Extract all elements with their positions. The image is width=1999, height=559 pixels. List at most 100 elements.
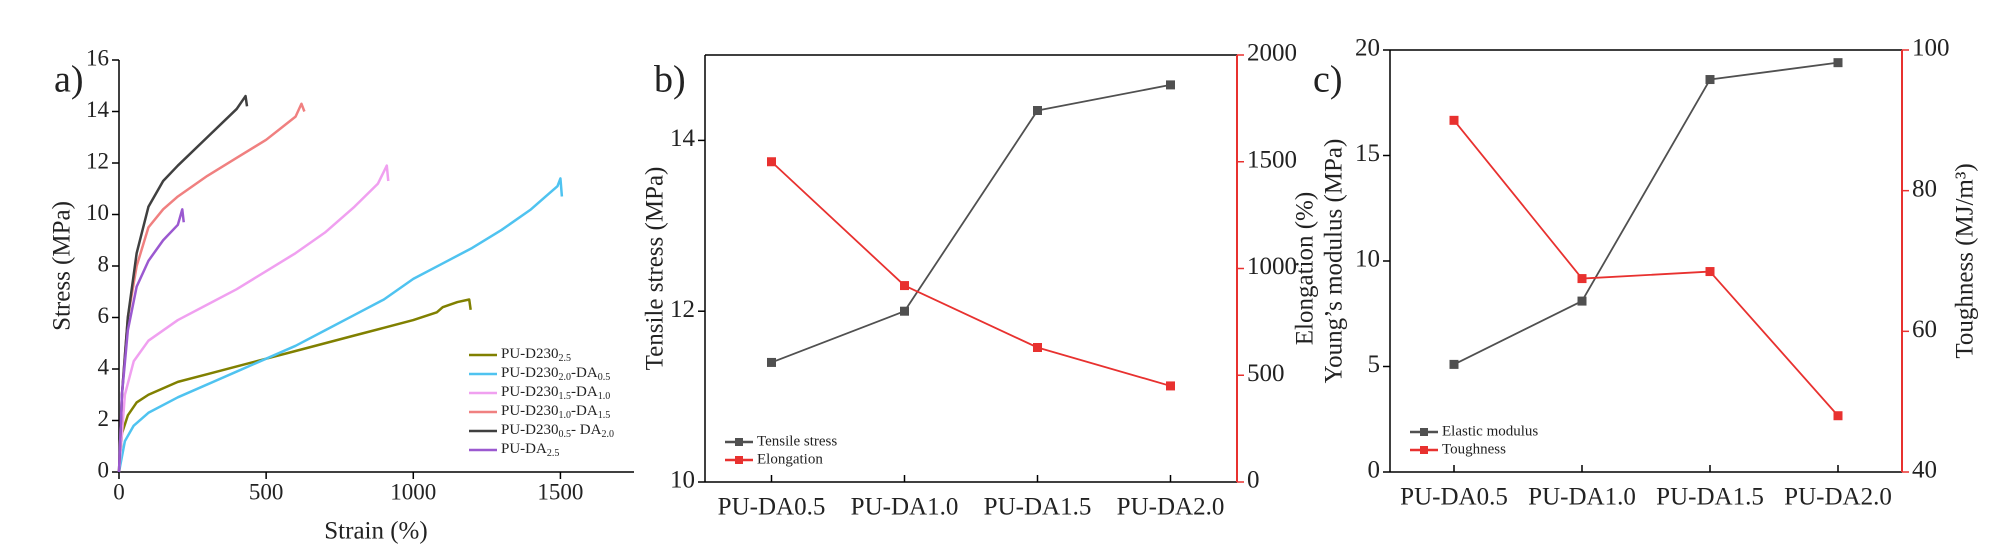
legend-label-part: 2.5	[559, 353, 572, 364]
y-tick-label: 2	[98, 406, 110, 431]
y-tick-label: 10	[1355, 246, 1380, 273]
x-tick-label: PU-DA0.5	[1400, 484, 1508, 511]
x-tick-label: PU-DA2.0	[1117, 494, 1225, 521]
legend-marker	[735, 438, 743, 446]
point-marker	[1449, 115, 1459, 125]
legend-label: Elastic modulus	[1442, 423, 1538, 439]
y-axis-label: Tensile stress (MPa)	[642, 167, 669, 371]
point-marker	[1449, 359, 1459, 369]
point-marker	[1577, 274, 1587, 284]
y-tick-label: 12	[670, 296, 695, 323]
legend-label-part: 0.5	[559, 429, 572, 440]
legend-label: PU-D2301.0-DA1.5	[501, 403, 610, 421]
legend-label-part: -DA	[571, 384, 598, 400]
legend-label-part: 2.0	[601, 429, 614, 440]
y-tick-label: 16	[86, 45, 109, 70]
y-tick-label: 14	[86, 97, 110, 122]
y2-tick-label: 1000	[1247, 253, 1297, 280]
x-axis-label: Strain (%)	[324, 518, 427, 545]
x-tick-label: 1000	[390, 479, 436, 504]
x-tick-label: 500	[249, 479, 284, 504]
y-tick-label: 10	[670, 467, 695, 494]
legend-label-part: PU-D230	[501, 346, 559, 362]
legend-label: Elongation	[757, 451, 823, 467]
y-tick-label: 15	[1355, 140, 1380, 167]
legend-label-part: -DA	[571, 403, 598, 419]
panel-label: b)	[654, 59, 686, 101]
point-marker	[900, 281, 909, 291]
legend-label: Toughness	[1442, 441, 1506, 457]
series-line	[117, 102, 306, 473]
y-tick-label: 0	[98, 457, 110, 482]
x-tick-label: PU-DA1.5	[984, 494, 1092, 521]
y-tick-label: 20	[1355, 35, 1380, 62]
x-tick-label: PU-DA1.5	[1656, 484, 1764, 511]
legend-label: PU-D2302.5	[501, 346, 571, 364]
panel-label: c)	[1313, 59, 1343, 101]
x-tick-label: PU-DA1.0	[1528, 484, 1636, 511]
legend-label-part: PU-D230	[501, 365, 559, 381]
y2-axis-label: Toughness (MJ/m³)	[1952, 163, 1979, 358]
point-marker	[1033, 106, 1042, 116]
y2-tick-label: 1500	[1247, 146, 1297, 173]
x-tick-label: PU-DA2.0	[1784, 484, 1892, 511]
y-tick-label: 6	[98, 303, 110, 328]
point-marker	[1033, 342, 1042, 352]
legend-marker	[735, 456, 743, 464]
x-tick-label: PU-DA0.5	[718, 494, 826, 521]
legend-label: Tensile stress	[757, 433, 837, 449]
y-tick-label: 10	[86, 200, 109, 225]
y2-tick-label: 80	[1912, 175, 1937, 202]
legend-label: PU-D2302.0-DA0.5	[501, 365, 610, 383]
legend-label-part: 1.0	[598, 391, 611, 402]
point-marker	[900, 306, 909, 316]
y-tick-label: 5	[1368, 351, 1381, 378]
y-tick-label: 8	[98, 251, 110, 276]
y-axis-label: Stress (MPa)	[49, 201, 76, 331]
y2-tick-label: 40	[1912, 457, 1937, 484]
legend-label: PU-D2301.5-DA1.0	[501, 384, 610, 402]
point-marker	[1166, 80, 1175, 90]
y-tick-label: 0	[1368, 457, 1381, 484]
series-line	[770, 161, 1171, 387]
legend-label-part: PU-D230	[501, 403, 559, 419]
series-line	[117, 208, 185, 473]
legend-label-part: 1.5	[598, 410, 611, 421]
point-marker	[1705, 75, 1715, 85]
legend-label: PU-DA2.5	[501, 441, 559, 459]
legend-marker	[1420, 446, 1428, 454]
legend-label-part: - DA	[571, 422, 602, 438]
legend-label-part: 2.0	[559, 372, 572, 383]
legend-label-part: 0.5	[598, 372, 611, 383]
x-tick-label: 1500	[537, 479, 583, 504]
x-tick-label: 0	[113, 479, 125, 504]
point-marker	[767, 157, 776, 167]
panel-label: a)	[54, 59, 84, 101]
point-marker	[1833, 58, 1843, 68]
legend-label-part: -DA	[571, 365, 598, 381]
point-marker	[767, 357, 776, 367]
point-marker	[1577, 296, 1587, 306]
series-line	[1453, 61, 1839, 366]
y2-axis-label: Elongation (%)	[1292, 192, 1319, 345]
legend-marker	[1420, 428, 1428, 436]
y-tick-label: 4	[98, 354, 110, 379]
legend-label-part: PU-D230	[501, 384, 559, 400]
legend-label-part: PU-D230	[501, 422, 559, 438]
legend-label-part: PU-DA	[501, 441, 547, 457]
y2-tick-label: 2000	[1247, 40, 1297, 67]
series-line	[771, 84, 1171, 364]
series-line	[117, 298, 472, 473]
series-line	[1453, 119, 1839, 417]
x-tick-label: PU-DA1.0	[851, 494, 959, 521]
point-marker	[1166, 381, 1175, 391]
y-axis-label: Young’s modulus (MPa)	[1321, 139, 1348, 384]
y2-tick-label: 100	[1912, 35, 1950, 62]
y2-tick-label: 0	[1247, 467, 1260, 494]
series-line	[117, 177, 564, 473]
legend-label: PU-D2300.5- DA2.0	[501, 422, 614, 440]
point-marker	[1833, 411, 1843, 421]
y-tick-label: 14	[670, 125, 696, 152]
legend-label-part: 1.5	[559, 391, 572, 402]
